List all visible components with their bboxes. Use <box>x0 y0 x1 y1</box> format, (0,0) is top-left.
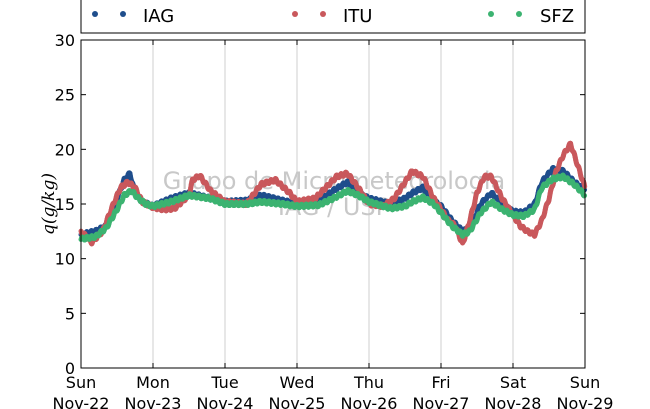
legend-marker-sfz <box>516 11 522 17</box>
y-tick-label: 20 <box>55 140 75 159</box>
x-tick-label-date: Nov-25 <box>269 394 326 409</box>
legend-box <box>80 0 586 34</box>
legend-label-itu: ITU <box>343 6 372 27</box>
y-tick-label: 15 <box>55 195 75 214</box>
x-tick-label-day: Sun <box>66 373 96 392</box>
legend-label-sfz: SFZ <box>540 6 574 27</box>
legend: IAG ITU SFZ <box>80 0 586 34</box>
legend-marker-iag <box>120 11 126 17</box>
legend-marker-iag <box>92 11 98 17</box>
legend-label-iag: IAG <box>143 6 174 27</box>
legend-marker-itu <box>320 11 326 17</box>
x-tick-label-day: Mon <box>136 373 170 392</box>
ticks: 0 5 10 15 20 25 30 Sun Nov-22 Mon Nov-23 Tue Nov-24 W… <box>53 31 614 409</box>
x-tick-label-day: Fri <box>431 373 450 392</box>
x-tick-label-day: Thu <box>353 373 384 392</box>
plot-series <box>78 140 588 247</box>
x-tick-label-date: Nov-26 <box>341 394 398 409</box>
x-tick-label-date: Nov-29 <box>557 394 614 409</box>
legend-marker-sfz <box>488 11 494 17</box>
y-tick-label: 25 <box>55 86 75 105</box>
x-tick-label-day: Sun <box>570 373 600 392</box>
x-tick-label-day: Wed <box>280 373 315 392</box>
x-tick-label-date: Nov-23 <box>125 394 182 409</box>
legend-marker-itu <box>292 11 298 17</box>
y-tick-label: 0 <box>65 359 75 378</box>
series-sfz <box>78 172 588 243</box>
y-tick-label: 5 <box>65 304 75 323</box>
y-axis-label: q(g/kg) <box>39 173 59 235</box>
x-tick-label-date: Nov-24 <box>197 394 254 409</box>
x-tick-label-date: Nov-27 <box>413 394 470 409</box>
x-tick-label-date: Nov-28 <box>485 394 542 409</box>
x-tick-label-date: Nov-22 <box>53 394 110 409</box>
x-tick-label-day: Tue <box>210 373 238 392</box>
x-tick-label-day: Sat <box>500 373 526 392</box>
y-tick-label: 30 <box>55 31 75 50</box>
y-tick-label: 10 <box>55 250 75 269</box>
